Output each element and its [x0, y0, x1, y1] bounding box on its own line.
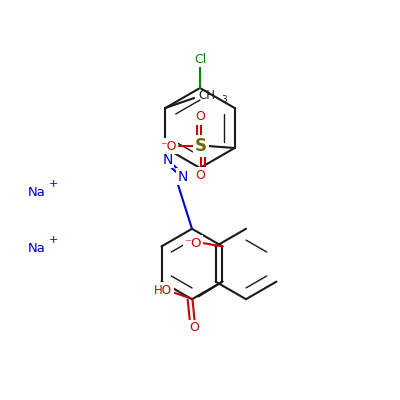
Text: HO: HO: [154, 284, 172, 296]
Text: S: S: [195, 137, 207, 155]
Text: CH: CH: [198, 90, 215, 102]
Text: N: N: [162, 153, 172, 167]
Text: Cl: Cl: [194, 53, 206, 66]
Text: +: +: [49, 179, 58, 189]
Text: 3: 3: [221, 95, 227, 104]
Text: O: O: [196, 110, 206, 123]
Text: N: N: [177, 170, 188, 184]
Text: +: +: [49, 235, 58, 245]
Text: ⁻O: ⁻O: [184, 237, 202, 250]
Text: ⁻O: ⁻O: [160, 140, 177, 152]
Text: O: O: [196, 169, 206, 182]
Text: Na: Na: [28, 242, 46, 254]
Text: O: O: [190, 321, 200, 334]
Text: Na: Na: [28, 186, 46, 198]
